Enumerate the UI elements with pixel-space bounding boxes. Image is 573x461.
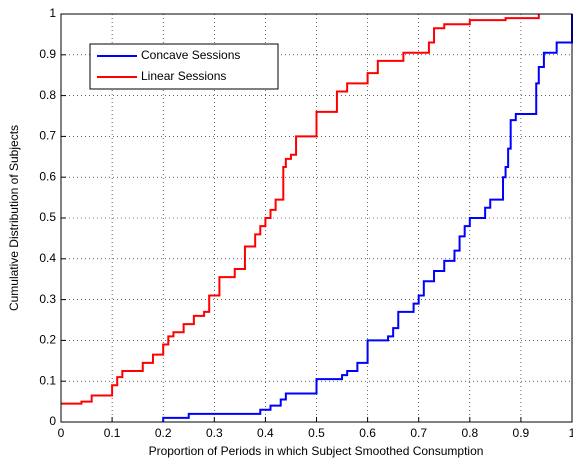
legend-label: Linear Sessions	[141, 69, 226, 83]
x-tick-label: 0.7	[410, 426, 427, 440]
y-tick-label: 0.9	[39, 47, 56, 61]
legend-label: Concave Sessions	[141, 48, 240, 62]
y-tick-label: 0.2	[39, 333, 56, 347]
x-axis-label: Proportion of Periods in which Subject S…	[149, 444, 484, 458]
y-axis-label: Cumulative Distribution of Subjects	[7, 125, 21, 311]
x-tick-label: 0	[58, 426, 65, 440]
y-tick-label: 0.1	[39, 373, 56, 387]
x-tick-label: 0.1	[104, 426, 121, 440]
data-line	[162, 14, 573, 422]
y-tick-label: 0.5	[39, 210, 56, 224]
plot-frame	[60, 13, 573, 423]
y-tick-label: 1	[49, 6, 56, 20]
legend-box	[89, 43, 279, 90]
x-tick-label: 0.6	[359, 426, 376, 440]
x-tick-label: 1	[569, 426, 573, 440]
data-line	[61, 14, 540, 405]
x-tick-label: 0.5	[308, 426, 325, 440]
x-tick-label: 0.8	[461, 426, 478, 440]
y-tick-label: 0.4	[39, 251, 56, 265]
x-tick-label: 0.3	[206, 426, 223, 440]
x-tick-label: 0.4	[257, 426, 274, 440]
y-tick-label: 0	[49, 414, 56, 428]
x-tick-label: 0.2	[155, 426, 172, 440]
legend: Concave Sessions Linear Sessions	[89, 43, 279, 90]
y-tick-label: 0.8	[39, 88, 56, 102]
x-tick-label: 0.9	[513, 426, 530, 440]
y-tick-label: 0.6	[39, 169, 56, 183]
y-tick-label: 0.3	[39, 292, 56, 306]
y-tick-label: 0.7	[39, 129, 56, 143]
